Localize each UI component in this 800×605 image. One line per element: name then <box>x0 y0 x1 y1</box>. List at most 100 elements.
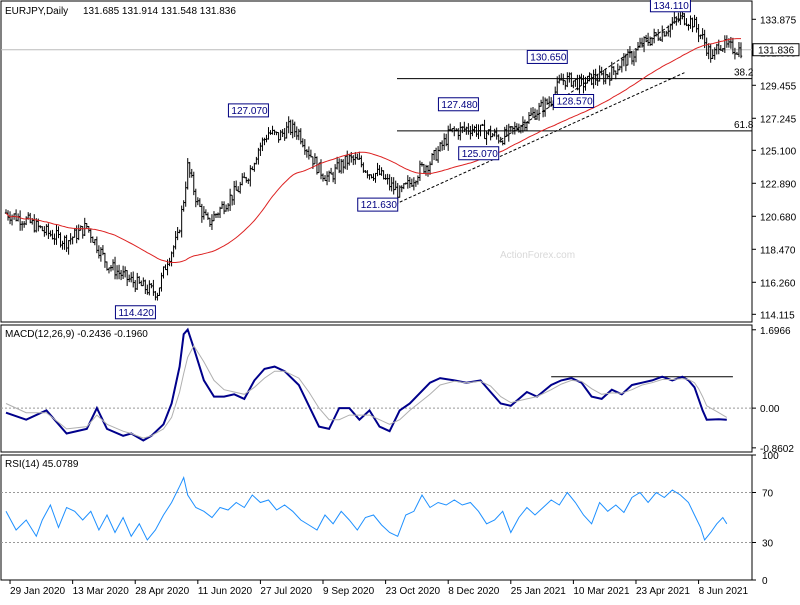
ohlc-bar <box>97 245 101 259</box>
price-axis-label: 120.680 <box>760 212 797 223</box>
ohlc-bar <box>180 205 183 238</box>
ohlc-bar <box>388 174 391 191</box>
ohlc-bar <box>501 140 504 146</box>
ohlc-bar <box>303 139 307 155</box>
ohlc-bar <box>202 206 206 220</box>
ohlc-bar <box>665 30 668 37</box>
ohlc-bar <box>541 96 545 118</box>
macd-signal-line <box>5 344 728 439</box>
ohlc-bar <box>677 12 680 23</box>
ohlc-bar <box>158 287 161 296</box>
time-axis-label: 8 Dec 2020 <box>448 586 500 597</box>
ohlc-bar <box>570 72 573 87</box>
time-axis-label: 28 Apr 2020 <box>135 586 189 597</box>
ohlc-bar <box>354 152 357 165</box>
swing-label-127.070: 127.070 <box>231 106 268 117</box>
ohlc-bar <box>164 264 167 271</box>
swing-label-box <box>437 97 479 112</box>
time-axis: 29 Jan 2020 13 Mar 2020 28 Apr 2020 11 Jun … <box>9 580 749 597</box>
ohlc-bar <box>406 175 410 189</box>
swing-label-128.570: 128.570 <box>557 96 594 107</box>
ohlc-bar <box>33 214 36 233</box>
ohlc-bar <box>208 217 212 227</box>
ohlc-bar <box>497 134 500 144</box>
ohlc-bar <box>212 211 216 222</box>
ohlc-bar <box>22 221 26 228</box>
ohlc-bar <box>305 149 309 158</box>
ohlc-bar <box>408 177 412 189</box>
ohlc-bar <box>523 119 527 132</box>
rsi-pane: RSI(14) 45.0789 100 70 30 0 <box>1 451 779 587</box>
ohlc-bar <box>283 128 286 141</box>
ohlc-bar <box>259 142 262 156</box>
ohlc-bar <box>263 137 266 146</box>
ohlc-bar <box>380 167 383 176</box>
ohlc-bar <box>331 171 335 183</box>
ohlc-bar <box>416 175 420 185</box>
rsi-axis-label: 100 <box>762 451 779 462</box>
ohlc-bar <box>176 227 179 241</box>
rsi-axis-label: 0 <box>762 576 768 587</box>
ohlc-bar <box>297 128 300 141</box>
ohlc-bar <box>269 130 272 135</box>
ohlc-bar <box>14 209 18 222</box>
trend-channel-lower <box>399 72 685 203</box>
ohlc-bar <box>594 68 597 86</box>
ohlc-bar <box>618 65 622 71</box>
ohlc-bar <box>190 168 193 178</box>
price-pane-title: EURJPY,Daily <box>5 6 68 17</box>
ohlc-bar <box>558 74 561 84</box>
ohlc-bar <box>162 266 165 279</box>
price-axis-label: 125.100 <box>760 146 797 157</box>
ohlc-bar <box>418 160 422 181</box>
ohlc-bar <box>691 17 694 33</box>
ohlc-bar <box>121 265 125 280</box>
ohlc-bar <box>511 126 515 135</box>
ohlc-bar <box>356 153 359 160</box>
rsi-pane-frame <box>0 454 753 581</box>
ohlc-bar <box>507 123 510 142</box>
ohlc-bar <box>360 155 363 168</box>
price-pane: 38.2 61.8 114.420 127.070 121.630 127.480 125.… <box>1 0 800 321</box>
rsi-axis-label: 30 <box>762 539 774 550</box>
ohlc-bar <box>624 53 628 72</box>
ohlc-bar <box>382 170 385 180</box>
ohlc-bar <box>697 23 700 43</box>
ohlc-bar <box>616 63 620 75</box>
price-pane-frame <box>0 0 753 323</box>
ohlc-bar <box>113 256 117 280</box>
ohlc-bar <box>224 204 228 212</box>
ohlc-bar <box>545 98 549 105</box>
ohlc-bar <box>344 155 347 170</box>
ohlc-bar <box>321 173 325 182</box>
swing-label-127.480: 127.480 <box>441 100 478 111</box>
time-axis-label: 13 Mar 2020 <box>73 586 130 597</box>
ohlc-bar <box>18 210 22 231</box>
ohlc-bar <box>194 188 198 208</box>
ohlc-bar <box>739 42 743 59</box>
ohlc-bar <box>24 216 28 226</box>
swing-label-box <box>227 103 269 118</box>
ohlc-bar <box>154 290 157 301</box>
macd-axis-label: -0.8602 <box>760 444 794 455</box>
ohlc-bar <box>85 222 88 229</box>
ohlc-bar <box>198 198 202 208</box>
ohlc-bar <box>412 177 416 191</box>
moving-average-line <box>5 38 741 263</box>
ohlc-bar <box>513 121 517 135</box>
fibonacci-label-61.8: 61.8 <box>734 120 754 131</box>
ohlc-bar <box>392 177 395 195</box>
ohlc-bar <box>602 69 605 85</box>
ohlc-bar <box>51 229 54 240</box>
ohlc-bar <box>279 129 282 141</box>
ohlc-bar <box>309 149 313 158</box>
ohlc-bar <box>107 267 111 274</box>
ohlc-bar <box>295 126 298 140</box>
ohlc-bar <box>539 99 543 107</box>
ohlc-bar <box>586 75 589 84</box>
ohlc-bar <box>144 279 147 295</box>
ohlc-bar <box>152 279 155 296</box>
ohlc-bar <box>333 164 337 185</box>
